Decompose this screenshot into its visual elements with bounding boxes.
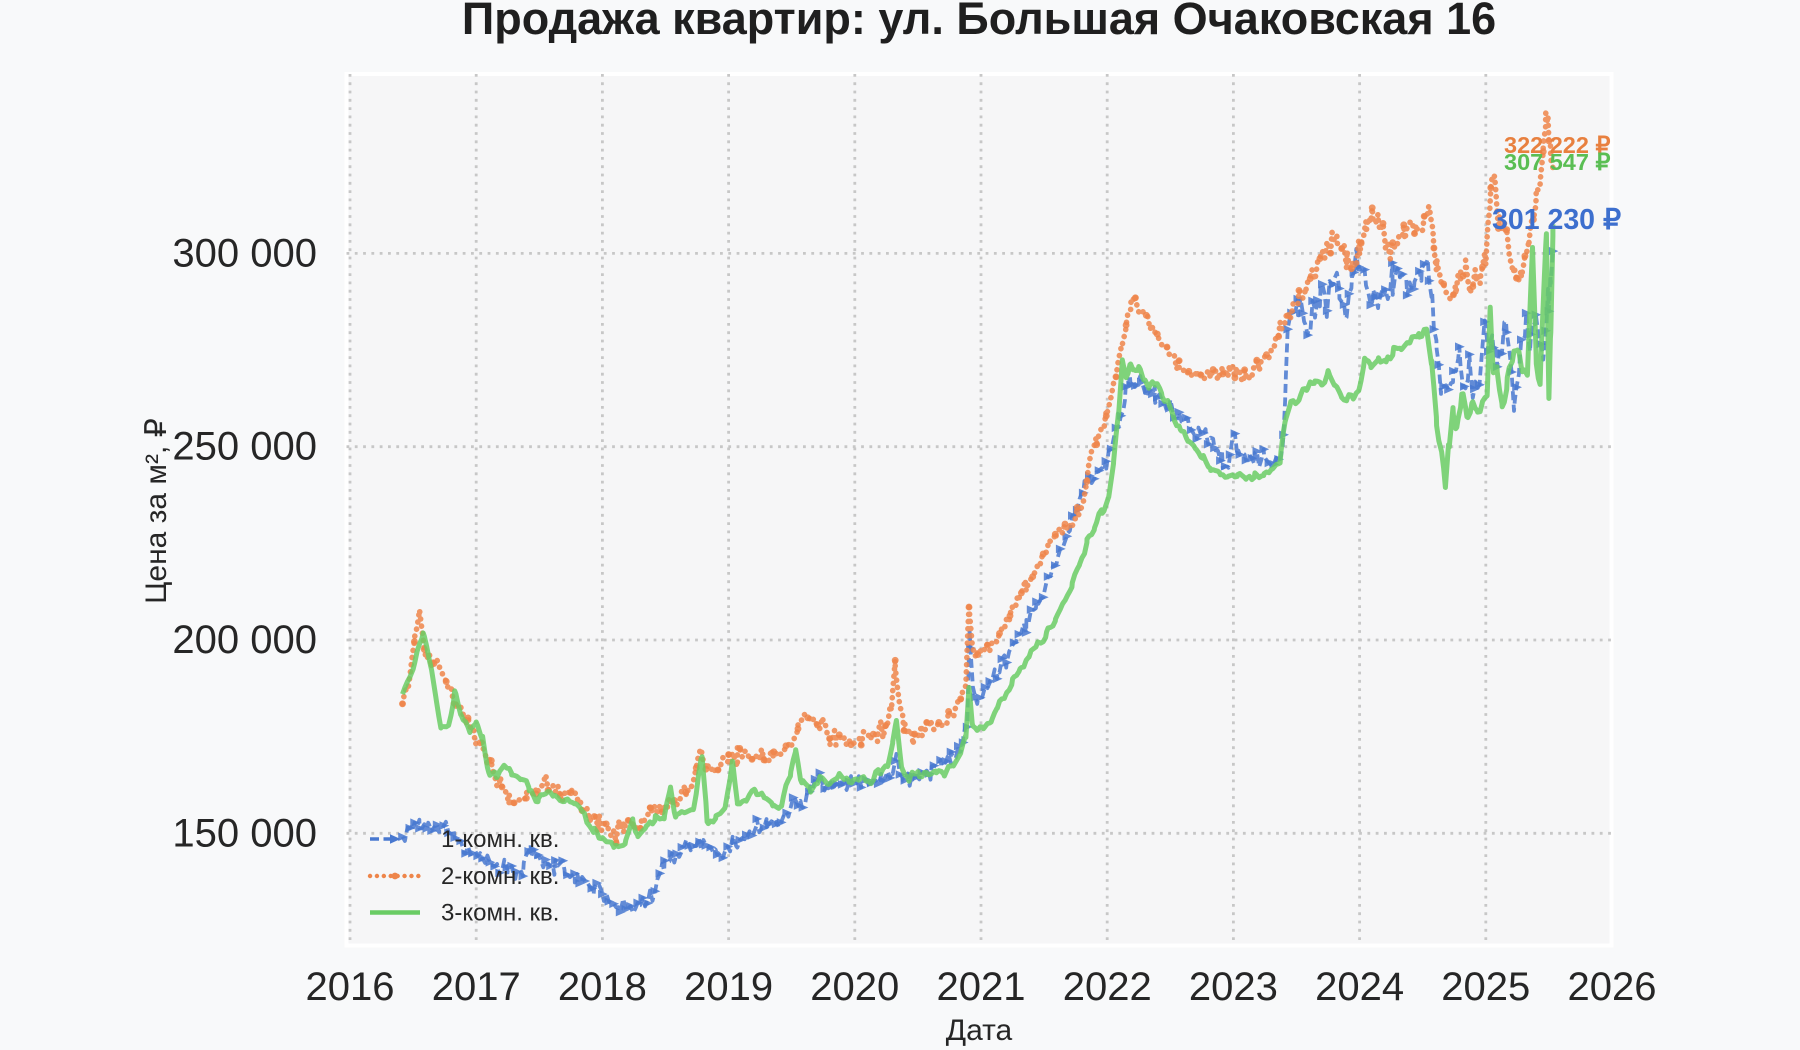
svg-text:2016: 2016 [306, 965, 395, 1009]
svg-text:307 547 ₽: 307 547 ₽ [1504, 149, 1610, 175]
svg-text:2017: 2017 [432, 965, 521, 1009]
svg-text:300 000: 300 000 [172, 231, 317, 275]
svg-text:250 000: 250 000 [172, 425, 317, 469]
svg-text:2024: 2024 [1315, 965, 1404, 1009]
svg-text:2019: 2019 [684, 965, 773, 1009]
svg-text:200 000: 200 000 [172, 618, 317, 662]
svg-text:2-комн. кв.: 2-комн. кв. [441, 863, 559, 890]
svg-text:2020: 2020 [810, 965, 899, 1009]
svg-text:322 222 ₽: 322 222 ₽ [1504, 132, 1610, 158]
svg-text:2021: 2021 [937, 965, 1026, 1009]
svg-text:150 000: 150 000 [172, 811, 317, 855]
svg-text:1-комн. кв.: 1-комн. кв. [441, 826, 559, 853]
svg-text:2018: 2018 [558, 965, 647, 1009]
svg-text:2026: 2026 [1568, 965, 1657, 1009]
svg-text:2023: 2023 [1189, 965, 1278, 1009]
svg-text:2025: 2025 [1441, 965, 1530, 1009]
svg-text:301 230 ₽: 301 230 ₽ [1492, 204, 1621, 236]
svg-text:Цена за м², ₽: Цена за м², ₽ [140, 418, 173, 604]
svg-text:3-комн. кв.: 3-комн. кв. [441, 900, 559, 927]
svg-text:Дата: Дата [946, 1014, 1013, 1047]
svg-text:Продажа квартир: ул. Большая О: Продажа квартир: ул. Большая Очаковская … [462, 0, 1496, 44]
svg-text:2022: 2022 [1063, 965, 1152, 1009]
